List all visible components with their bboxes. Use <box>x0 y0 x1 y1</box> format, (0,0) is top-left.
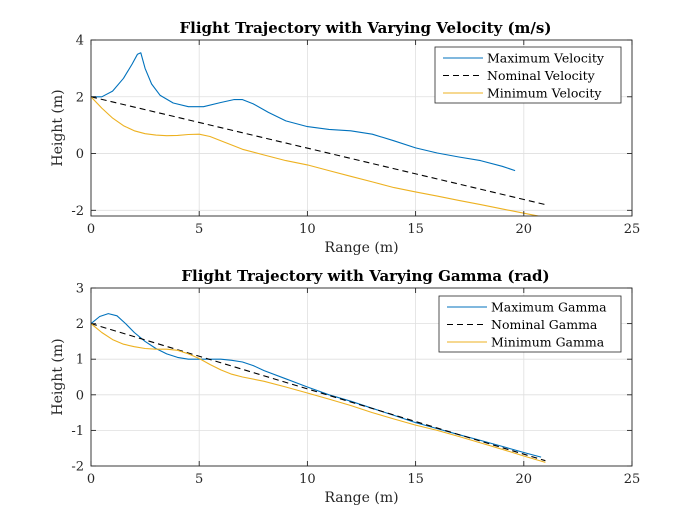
x-tick-label: 5 <box>195 222 203 237</box>
y-tick-label: 2 <box>76 90 84 105</box>
series-line-2 <box>91 96 546 206</box>
x-tick-label: 5 <box>195 472 203 487</box>
y-tick-label: 2 <box>76 317 84 332</box>
series-line-3 <box>91 96 542 216</box>
legend-label: Nominal Gamma <box>491 317 598 332</box>
axes-box <box>90 39 633 217</box>
y-axis-label: Height (m) <box>50 338 66 415</box>
legend-label: Minimum Velocity <box>487 86 602 101</box>
legend-label: Nominal Velocity <box>487 68 596 83</box>
series-line-3 <box>91 323 546 463</box>
y-tick-label: 4 <box>76 34 84 49</box>
x-tick-label: 10 <box>299 472 316 487</box>
x-tick-label: 25 <box>624 472 641 487</box>
y-tick-label: -1 <box>71 424 84 439</box>
legend: Maximum Velocity Nominal Velocity Minimum … <box>434 46 622 104</box>
series-line-2 <box>91 323 546 462</box>
legend-label: Maximum Velocity <box>487 51 605 66</box>
axes-box <box>90 287 633 467</box>
x-axis-label: Range (m) <box>324 490 398 506</box>
x-axis-label: Range (m) <box>324 240 398 256</box>
x-tick-label: 25 <box>624 222 641 237</box>
y-axis-label: Height (m) <box>50 89 66 166</box>
y-tick-label: 3 <box>76 282 84 297</box>
x-tick-label: 10 <box>299 222 316 237</box>
y-tick-label: -2 <box>71 460 84 475</box>
chart-title: Flight Trajectory with Varying Gamma (ra… <box>181 267 549 285</box>
x-tick-label: 15 <box>407 222 424 237</box>
x-tick-label: 0 <box>87 472 95 487</box>
x-tick-label: 20 <box>516 472 533 487</box>
legend: Maximum Gamma Nominal Gamma Minimum Gamma <box>438 295 622 353</box>
legend-label: Minimum Gamma <box>491 335 605 350</box>
series-line-1 <box>91 52 516 172</box>
y-tick-label: -2 <box>71 204 84 219</box>
legend-label: Maximum Gamma <box>491 300 607 315</box>
x-tick-label: 0 <box>87 222 95 237</box>
subplot-2: 0 5 10 15 20 25 -2 -1 0 1 2 3 Flight Trajectory with… <box>50 267 640 506</box>
y-tick-label: 0 <box>76 388 84 403</box>
y-tick-label: 0 <box>76 147 84 162</box>
x-tick-label: 15 <box>407 472 424 487</box>
y-tick-label: 1 <box>76 353 84 368</box>
x-tick-label: 20 <box>516 222 533 237</box>
chart-title: Flight Trajectory with Varying Velocity … <box>180 19 552 37</box>
